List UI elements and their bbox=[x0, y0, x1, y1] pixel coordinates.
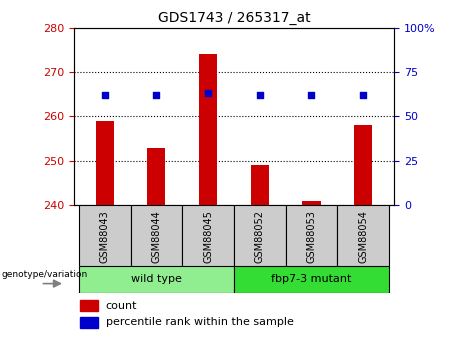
Point bbox=[360, 92, 367, 98]
Bar bbox=[234, 205, 286, 266]
Text: count: count bbox=[106, 301, 137, 310]
Text: fbp7-3 mutant: fbp7-3 mutant bbox=[271, 275, 352, 284]
Bar bbox=[182, 205, 234, 266]
Bar bbox=[79, 266, 234, 293]
Point bbox=[101, 92, 108, 98]
Bar bbox=[354, 125, 372, 205]
Bar bbox=[79, 205, 130, 266]
Bar bbox=[96, 121, 114, 205]
Bar bbox=[80, 300, 98, 311]
Bar bbox=[251, 165, 269, 205]
Text: wild type: wild type bbox=[131, 275, 182, 284]
Point bbox=[153, 92, 160, 98]
Text: percentile rank within the sample: percentile rank within the sample bbox=[106, 317, 294, 327]
Bar bbox=[286, 205, 337, 266]
Bar bbox=[337, 205, 389, 266]
Point bbox=[256, 92, 264, 98]
Bar bbox=[302, 201, 320, 205]
Text: GSM88052: GSM88052 bbox=[255, 210, 265, 263]
Text: GSM88053: GSM88053 bbox=[307, 210, 316, 263]
Bar bbox=[80, 317, 98, 328]
Text: GSM88044: GSM88044 bbox=[152, 210, 161, 263]
Point bbox=[308, 92, 315, 98]
Bar bbox=[234, 266, 389, 293]
Bar bbox=[148, 148, 165, 205]
Title: GDS1743 / 265317_at: GDS1743 / 265317_at bbox=[158, 11, 310, 25]
Bar bbox=[199, 54, 217, 205]
Text: GSM88054: GSM88054 bbox=[358, 210, 368, 263]
Text: GSM88043: GSM88043 bbox=[100, 210, 110, 263]
Bar bbox=[130, 205, 182, 266]
Text: genotype/variation: genotype/variation bbox=[1, 270, 88, 279]
Point bbox=[204, 91, 212, 96]
Text: GSM88045: GSM88045 bbox=[203, 210, 213, 263]
